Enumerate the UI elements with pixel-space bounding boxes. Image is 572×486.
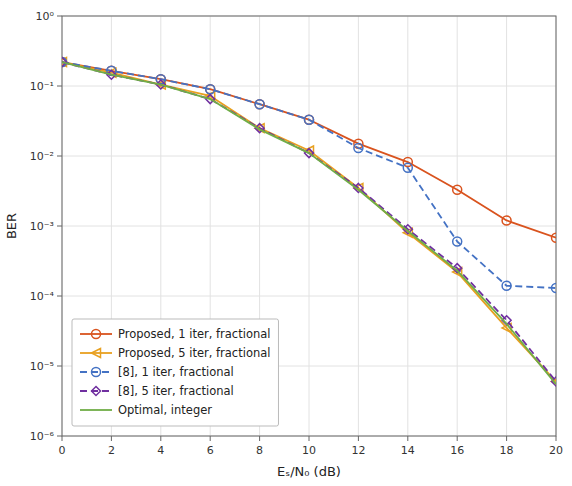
tick-y [57,226,62,227]
tick-label-y: 10⁻⁴ [30,290,55,303]
point [453,237,462,246]
legend-label: Proposed, 5 iter, fractional [118,346,270,360]
point [403,163,412,172]
tick-x [358,436,359,441]
legend-marker [92,368,101,377]
tick-x [407,436,408,441]
series-line [62,62,556,288]
tick-x [210,436,211,441]
legend-label: [8], 1 iter, fractional [118,365,234,379]
legend: Proposed, 1 iter, fractional Proposed, 5 … [72,319,278,426]
point [552,284,557,293]
legend-line [80,371,112,373]
point [255,100,264,109]
legend-marker [92,387,101,396]
point [502,281,511,290]
legend-label: Proposed, 1 iter, fractional [118,327,270,341]
tick-label-x: 20 [549,444,563,457]
tick-label-x: 8 [256,444,263,457]
legend-marker [92,330,101,339]
legend-line [80,409,112,411]
point [552,233,557,242]
tick-x [556,436,557,441]
tick-label-y: 10⁻⁶ [30,430,55,443]
tick-y [57,366,62,367]
grid-line-y [62,86,556,87]
plot-area [62,58,556,386]
tick-label-y: 10⁰ [36,10,55,23]
tick-label-x: 6 [207,444,214,457]
point [502,216,511,225]
point [453,185,462,194]
legend-label: [8], 5 iter, fractional [118,384,234,398]
point [305,115,314,124]
tick-label-x: 10 [302,444,316,457]
tick-x [160,436,161,441]
y-axis-label: BER [4,213,19,239]
grid [62,16,556,436]
plot-frame [62,16,556,436]
tick-x [62,436,63,441]
legend-box [72,319,278,426]
tick-label-x: 18 [500,444,514,457]
tick-y [57,86,62,87]
legend-line [80,352,112,354]
tick-label-x: 16 [450,444,464,457]
series [62,58,556,386]
tick-x [309,436,310,441]
series [62,62,556,384]
tick-label-y: 10⁻³ [30,220,54,233]
tick-x [259,436,260,441]
tick-y [57,16,62,17]
series-line [62,62,556,381]
grid-line-y [62,226,556,227]
legend-label: Optimal, integer [118,403,212,417]
tick-label-x: 12 [351,444,365,457]
series [62,58,556,386]
legend-line [80,390,112,392]
series-line [62,62,556,384]
background [0,0,572,486]
tick-label-x: 4 [157,444,164,457]
point [354,144,363,153]
tick-y [57,296,62,297]
point [206,85,215,94]
tick-label-x: 2 [108,444,115,457]
tick-label-x: 14 [401,444,415,457]
tick-y [57,436,62,437]
tick-x [506,436,507,441]
x-axis-label: Eₛ/N₀ (dB) [277,464,341,479]
tick-x [457,436,458,441]
tick-label-y: 10⁻² [30,150,54,163]
tick-label-y: 10⁻⁵ [30,360,54,373]
legend-marker [92,349,101,358]
tick-label-y: 10⁻¹ [30,80,54,93]
tick-y [57,156,62,157]
grid-line-y [62,156,556,157]
tick-label-x: 0 [59,444,66,457]
legend-line [80,333,112,335]
tick-x [111,436,112,441]
axes: 0 2 4 6 8 10 12 14 16 18 20 10⁻⁶ 10⁻⁵ 10⁻⁴ 10⁻³ 10⁻² 10⁻… [30,10,563,457]
chart: 0 2 4 6 8 10 12 14 16 18 20 10⁻⁶ 10⁻⁵ 10⁻⁴ 10⁻³ 10⁻² 10⁻… [0,0,572,486]
series-line [62,62,556,381]
series [62,58,556,293]
